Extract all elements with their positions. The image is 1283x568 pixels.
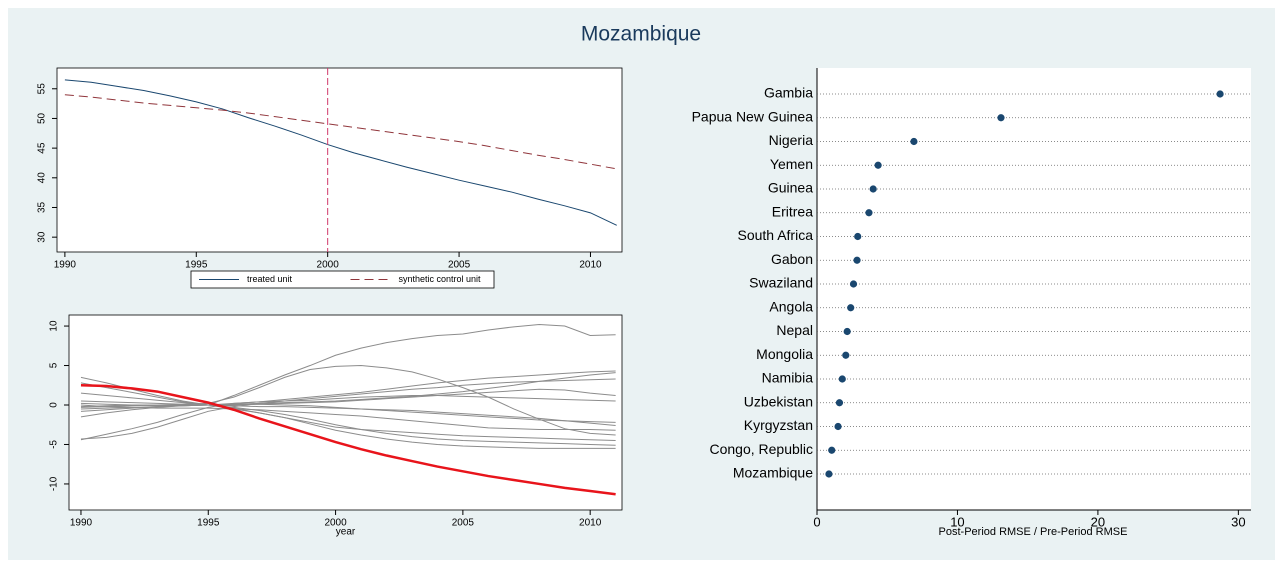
dot xyxy=(853,256,861,264)
category-label: Yemen xyxy=(770,156,813,172)
series-line xyxy=(80,400,616,446)
category-label: Swaziland xyxy=(749,275,813,291)
x-tick-label: 30 xyxy=(1231,514,1245,529)
x-tick-label: 20 xyxy=(1091,514,1105,529)
category-label: Nepal xyxy=(776,322,813,338)
dot xyxy=(910,137,918,146)
series-line xyxy=(80,404,616,431)
y-tick-label: 35 xyxy=(37,201,48,213)
y-tick-label: -5 xyxy=(49,440,60,449)
x-tick-label: 2005 xyxy=(448,260,471,271)
series-line xyxy=(80,402,616,423)
dot xyxy=(869,185,877,193)
x-tick-label: 10 xyxy=(950,514,964,529)
x-tick-label: 0 xyxy=(813,514,820,529)
category-label: Gambia xyxy=(764,85,813,101)
legend-box xyxy=(190,270,495,289)
figure-title: Mozambique xyxy=(581,23,701,46)
series-line xyxy=(80,382,616,442)
dot xyxy=(843,327,851,336)
dot xyxy=(825,470,833,478)
category-label: Kyrgyzstan xyxy=(744,417,813,433)
category-label: Eritrea xyxy=(772,203,813,219)
legend-label: treated unit xyxy=(247,274,293,284)
x-tick-label: 2010 xyxy=(579,518,602,529)
series-line xyxy=(64,94,617,170)
dot xyxy=(834,422,842,431)
x-tick-label: 2000 xyxy=(324,518,347,529)
dot xyxy=(849,280,858,288)
category-label: Mongolia xyxy=(756,346,813,362)
dot xyxy=(854,232,862,241)
dot xyxy=(842,351,850,359)
series-line xyxy=(64,79,617,226)
series-line xyxy=(80,384,616,496)
x-tick-label: 1990 xyxy=(54,260,77,271)
series-line xyxy=(80,370,616,406)
y-tick-label: 5 xyxy=(49,362,60,368)
dot xyxy=(835,399,844,407)
legend-label: synthetic control unit xyxy=(399,274,482,284)
x-tick-label: 2010 xyxy=(579,260,602,271)
series-line xyxy=(80,378,616,440)
x-tick-label: 2005 xyxy=(452,518,475,529)
y-tick-label: 10 xyxy=(49,320,60,332)
category-label: Papua New Guinea xyxy=(692,108,814,124)
x-tick-label: 1995 xyxy=(185,260,208,271)
x-tick-label: 1990 xyxy=(70,518,93,529)
category-label: Guinea xyxy=(768,180,813,196)
category-label: Namibia xyxy=(762,370,814,386)
dot xyxy=(838,375,846,383)
y-tick-label: 0 xyxy=(49,402,60,408)
x-axis-title: year xyxy=(336,527,356,538)
y-tick-label: 40 xyxy=(37,172,48,184)
y-tick-label: 55 xyxy=(37,83,48,95)
category-label: Angola xyxy=(769,298,813,314)
dot xyxy=(874,161,882,169)
x-tick-label: 2000 xyxy=(317,260,340,271)
category-label: Mozambique xyxy=(733,465,813,481)
category-label: Congo, Republic xyxy=(709,441,813,457)
plot-area xyxy=(56,67,623,253)
series-line xyxy=(80,372,616,408)
y-tick-label: 45 xyxy=(37,142,48,154)
y-tick-label: -10 xyxy=(49,476,60,491)
x-axis-title: Post-Period RMSE / Pre-Period RMSE xyxy=(939,526,1128,538)
dot xyxy=(997,114,1005,122)
dot xyxy=(847,304,855,312)
dot xyxy=(865,209,873,217)
plot-area xyxy=(68,314,623,511)
dot xyxy=(1216,90,1224,98)
category-label: South Africa xyxy=(738,227,814,243)
series-line xyxy=(80,395,616,441)
category-label: Uzbekistan xyxy=(744,393,813,409)
x-tick-label: 1995 xyxy=(197,518,220,529)
category-label: Nigeria xyxy=(769,132,814,148)
y-tick-label: 30 xyxy=(37,231,48,243)
category-label: Gabon xyxy=(771,251,813,267)
plot-area xyxy=(817,68,1251,510)
dot xyxy=(828,446,836,454)
y-tick-label: 50 xyxy=(37,112,48,124)
